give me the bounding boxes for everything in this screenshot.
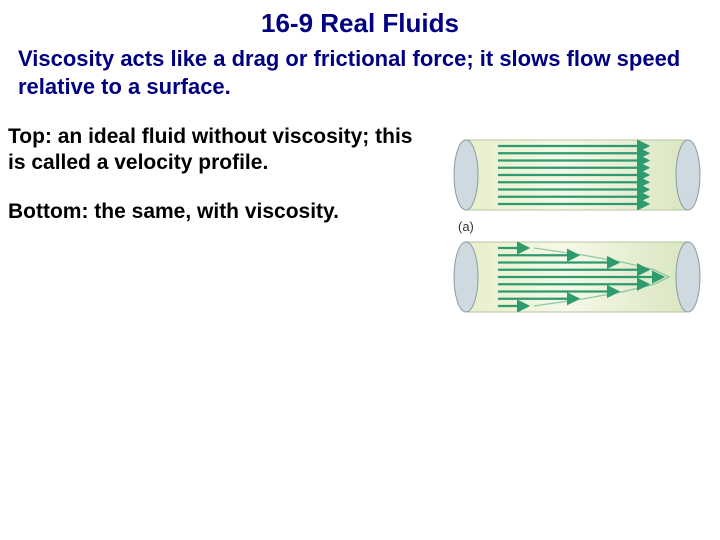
figure-ideal-fluid: (a) [452,138,712,234]
figure-a-label: (a) [458,219,712,234]
figures-container: (a) [452,138,712,325]
tube-viscous-svg [452,240,702,314]
tube-ideal-svg [452,138,702,212]
intro-text: Viscosity acts like a drag or frictional… [0,43,720,110]
figure-viscous-fluid [452,240,712,319]
section-title: 16-9 Real Fluids [0,0,720,43]
